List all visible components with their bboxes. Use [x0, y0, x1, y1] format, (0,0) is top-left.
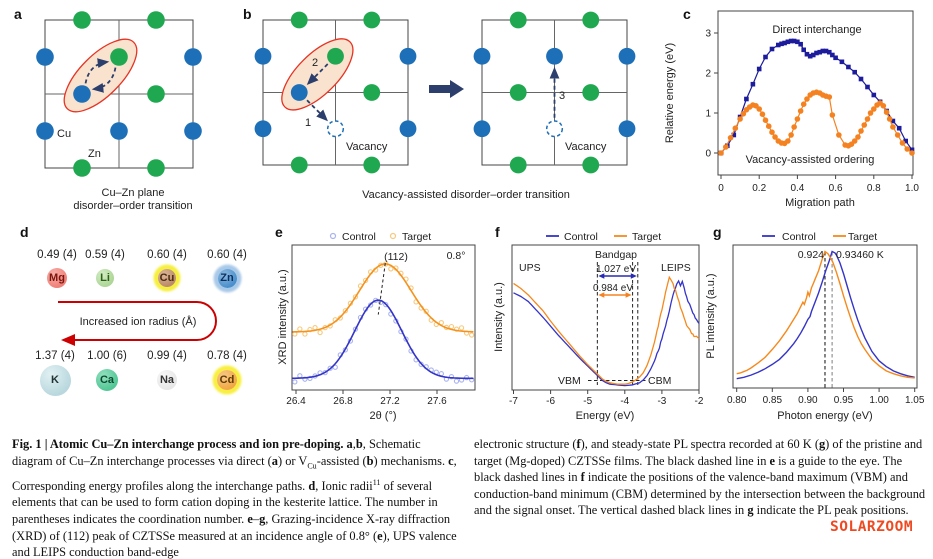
- ion-ball-li: Li: [96, 269, 114, 287]
- panel-d-label: d: [20, 224, 29, 240]
- g-legend-control: Control: [782, 231, 816, 243]
- panel-e-label: e: [275, 224, 283, 240]
- g-peak-control-value: 0.934: [836, 249, 862, 261]
- vacancy-label-right: Vacancy: [565, 141, 607, 153]
- svg-text:0.80: 0.80: [727, 395, 747, 406]
- step-2-label: 2: [312, 57, 318, 69]
- watermark: SOLARZOOM: [830, 519, 914, 535]
- g-temperature: 60 K: [862, 249, 884, 261]
- e-peak-annotation: (112): [384, 251, 408, 263]
- atom-label-zn: Zn: [88, 148, 101, 160]
- f-gap-control-value: 1.027 eV: [596, 264, 636, 275]
- g-peak-target-value: 0.924: [798, 249, 824, 261]
- ion-ball-k: K: [39, 364, 71, 396]
- svg-text:0.2: 0.2: [752, 183, 766, 194]
- svg-text:27.2: 27.2: [380, 396, 400, 407]
- svg-text:1.05: 1.05: [905, 395, 925, 406]
- f-legend-control: Control: [564, 231, 598, 243]
- svg-text:-2: -2: [695, 396, 704, 407]
- svg-text:1.0: 1.0: [905, 183, 919, 194]
- svg-text:0.8: 0.8: [867, 183, 881, 194]
- g-legend-target: Target: [848, 231, 877, 243]
- svg-text:0.85: 0.85: [763, 395, 783, 406]
- ion-radius-value: 0.60 (4): [147, 249, 187, 261]
- g-ylabel: PL intensity (a.u.): [705, 273, 717, 358]
- ion-ball-cd: Cd: [217, 370, 237, 390]
- ion-radius-value: 0.99 (4): [147, 350, 187, 362]
- panel-a-label: a: [14, 6, 22, 22]
- ion-radius-arrow-text: Increased ion radius (Å): [80, 315, 197, 328]
- svg-text:0: 0: [718, 183, 724, 194]
- ion-ball-ca: Ca: [96, 369, 118, 391]
- atom-label-cu: Cu: [57, 128, 71, 140]
- ion-radius-value: 0.78 (4): [207, 350, 247, 362]
- svg-text:-3: -3: [657, 396, 666, 407]
- panel-f-label: f: [495, 224, 500, 240]
- f-ylabel: Intensity (a.u.): [493, 282, 505, 352]
- ion-ball-na: Na: [157, 370, 177, 390]
- e-ylabel: XRD intensity (a.u.): [277, 269, 289, 364]
- figure-canvas: 0 1 2 3 0 0.2 0.4 0.6 0.8 1.0 26.4 26.8 27.2 27.6 -7 -6…: [36, 10, 925, 422]
- f-legend-target: Target: [632, 231, 661, 243]
- ion-ball-mg: Mg: [47, 268, 67, 288]
- series-label-vacancy: Vacancy-assisted ordering: [746, 154, 875, 166]
- f-cbm-label: CBM: [648, 375, 671, 387]
- panel-b-caption: Vacancy-assisted disorder–order transiti…: [362, 189, 570, 201]
- panel-g-label: g: [713, 224, 722, 240]
- ion-radius-value: 0.49 (4): [37, 249, 77, 261]
- e-legend-control: Control: [342, 231, 376, 243]
- svg-text:1.00: 1.00: [869, 395, 889, 406]
- svg-text:0: 0: [705, 149, 711, 160]
- f-leips-label: LEIPS: [661, 262, 691, 274]
- svg-text:-4: -4: [620, 396, 629, 407]
- panel-b-label: b: [243, 6, 252, 22]
- svg-text:26.4: 26.4: [286, 396, 306, 407]
- svg-text:0.4: 0.4: [790, 183, 804, 194]
- ion-radius-value: 1.00 (6): [87, 350, 127, 362]
- e-legend-target: Target: [402, 231, 431, 243]
- c-ylabel: Relative energy (eV): [664, 43, 676, 143]
- panel-a-caption-2: disorder–order transition: [73, 200, 192, 212]
- svg-text:0.95: 0.95: [834, 395, 854, 406]
- caption-right-column: electronic structure (f), and steady-sta…: [474, 437, 926, 518]
- f-xlabel: Energy (eV): [576, 410, 635, 422]
- series-label-direct: Direct interchange: [772, 24, 861, 36]
- vacancy-label-left: Vacancy: [346, 141, 388, 153]
- svg-text:0.6: 0.6: [829, 183, 843, 194]
- caption-left-column: Fig. 1 | Atomic Cu–Zn interchange proces…: [12, 437, 457, 559]
- f-vbm-label: VBM: [558, 375, 581, 387]
- ion-ball-cu: Cu: [158, 269, 176, 287]
- svg-text:27.6: 27.6: [427, 396, 447, 407]
- f-gap-target-value: 0.984 eV: [593, 283, 633, 294]
- ion-radius-value: 1.37 (4): [35, 350, 75, 362]
- e-incidence-angle: 0.8°: [447, 250, 466, 262]
- svg-text:26.8: 26.8: [333, 396, 353, 407]
- svg-text:-5: -5: [583, 396, 592, 407]
- svg-text:-7: -7: [509, 396, 518, 407]
- c-xlabel: Migration path: [785, 197, 855, 209]
- g-xlabel: Photon energy (eV): [777, 410, 872, 422]
- e-xlabel: 2θ (°): [369, 410, 396, 422]
- ion-radius-value: 0.59 (4): [85, 249, 125, 261]
- svg-text:-6: -6: [546, 396, 555, 407]
- svg-text:1: 1: [705, 109, 711, 120]
- step-1-label: 1: [305, 117, 311, 129]
- svg-text:2: 2: [705, 69, 711, 80]
- f-bandgap-label: Bandgap: [595, 249, 637, 261]
- svg-text:0.90: 0.90: [798, 395, 818, 406]
- panel-c-label: c: [683, 6, 691, 22]
- ion-ball-zn: Zn: [217, 268, 237, 288]
- svg-text:3: 3: [705, 29, 711, 40]
- ion-radius-value: 0.60 (4): [207, 249, 247, 261]
- panel-a-caption-1: Cu–Zn plane: [102, 187, 165, 199]
- f-ups-label: UPS: [519, 262, 541, 274]
- step-3-label: 3: [559, 90, 565, 102]
